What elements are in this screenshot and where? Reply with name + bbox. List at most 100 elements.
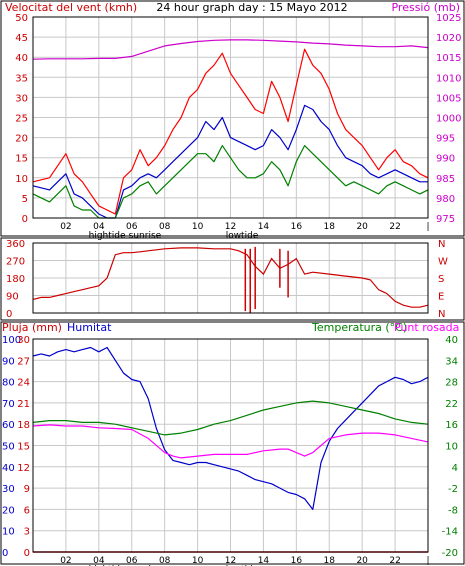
- direction-tick-label: 0: [6, 309, 12, 320]
- temperature-tick-label: 10: [445, 442, 458, 453]
- humidity-tick-label: 60: [2, 420, 15, 431]
- temperature-tick-label: 4: [452, 463, 458, 474]
- rain-tick-label: 30: [17, 335, 30, 346]
- humidity-tick-label: 90: [2, 356, 15, 367]
- x-tick-label: 14: [258, 556, 270, 566]
- rain-tick-label: 24: [17, 378, 30, 389]
- dewpoint-label: Punt rosada: [394, 321, 459, 334]
- x-tick-label: 22: [389, 556, 400, 566]
- wind-y-tick-label: 30: [15, 93, 28, 104]
- pressure-ticks: 975 980 985 990 995 1000 1005 1010 1015 1020 1025: [436, 13, 461, 225]
- wind-y-tick-label: 50: [15, 13, 28, 24]
- climate-panel-frame: [0, 321, 465, 565]
- x-tick-label: 04: [93, 556, 105, 566]
- temperature-tick-label: -2: [448, 484, 458, 495]
- temperature-tick-label: -14: [442, 527, 458, 538]
- compass-label: W: [438, 257, 448, 268]
- temperature-ticks: -20 -14 -8 -2 4 10 16 22 28 34 40: [442, 335, 458, 559]
- humidity-tick-label: 0: [2, 548, 8, 559]
- rain-tick-label: 9: [24, 484, 30, 495]
- direction-tick-label: 90: [6, 292, 19, 303]
- rain-label: Pluja (mm): [2, 321, 62, 334]
- wind-y-tick-label: 0: [22, 214, 28, 225]
- rain-ticks: 0 3 6 9 12 15 18 21 24 27 30: [17, 335, 30, 559]
- pressure-tick-label: 1000: [436, 114, 461, 125]
- x-tick-label: 10: [192, 222, 204, 232]
- wind-ylabel: Velocitat del vent (kmh): [5, 1, 137, 14]
- direction-series: [32, 246, 429, 313]
- temperature-tick-label: -8: [448, 505, 458, 516]
- pressure-ylabel: Pressió (mb): [391, 1, 460, 14]
- temperature-tick-label: 28: [445, 378, 458, 389]
- pressure-tick-label: 1005: [436, 93, 461, 104]
- rain-tick-label: 6: [24, 505, 30, 516]
- direction-tick-label: 270: [6, 257, 25, 268]
- wind-y-tick-label: 15: [15, 154, 28, 165]
- direction-panel-frame: [0, 237, 465, 321]
- temperature-tick-label: -20: [442, 548, 458, 559]
- x-tick-label: 20: [356, 556, 368, 566]
- wind-y-tick-label: 5: [22, 194, 28, 205]
- temperature-tick-label: 22: [445, 399, 458, 410]
- x-tick-label: 04: [93, 222, 105, 232]
- pressure-tick-label: 980: [436, 194, 455, 205]
- wind-y-tick-label: 20: [15, 134, 28, 145]
- rain-tick-label: 18: [17, 420, 30, 431]
- pressure-tick-label: 1025: [436, 13, 461, 24]
- temperature-tick-label: 34: [445, 356, 458, 367]
- direction-tick-label: 180: [6, 274, 25, 285]
- pressure-tick-label: 990: [436, 154, 455, 165]
- direction-degree-ticks: 0 90 180 270 360: [6, 239, 25, 320]
- pressure-tick-label: 975: [436, 214, 455, 225]
- temperature-label: Temperatura (°C): [311, 321, 407, 334]
- compass-label: N: [438, 239, 445, 250]
- wind-plot-area: [32, 16, 429, 219]
- x-tick-label: 16: [291, 556, 303, 566]
- wind-y-tick-label: 10: [15, 174, 28, 185]
- wind-left-ticks: 0 5 10 15 20 25 30 35 40 45 50: [15, 13, 28, 225]
- event-label-sunrise: sunrise: [129, 231, 162, 241]
- x-tick-label: 08: [159, 222, 171, 232]
- rain-tick-label: 3: [24, 527, 30, 538]
- pressure-tick-label: 1015: [436, 53, 461, 64]
- x-tick-label: 20: [356, 222, 368, 232]
- humidity-tick-label: 50: [2, 442, 15, 453]
- x-tick-label: 02: [60, 222, 71, 232]
- wind-y-tick-label: 35: [15, 73, 28, 84]
- humidity-tick-label: 40: [2, 463, 15, 474]
- humidity-ticks: 0 10 20 30 40 50 60 70 80 90 100: [2, 335, 21, 559]
- pressure-tick-label: 985: [436, 174, 455, 185]
- x-tick-label: 12: [225, 556, 236, 566]
- pressure-tick-label: 1010: [436, 73, 461, 84]
- rain-tick-label: 12: [17, 463, 30, 474]
- chart-title: 24 hour graph day : 15 Mayo 2012: [156, 1, 347, 14]
- direction-tick-label: 360: [6, 239, 25, 250]
- pressure-tick-label: 995: [436, 134, 455, 145]
- x-tick-label: 02: [60, 556, 71, 566]
- wind-panel-frame: [0, 0, 465, 237]
- x-tick-label: |: [426, 556, 429, 566]
- series-line-direction: [32, 247, 429, 308]
- rain-tick-label: 15: [17, 442, 30, 453]
- wind-y-tick-label: 40: [15, 53, 28, 64]
- series-line-punt-rosada: [32, 424, 429, 459]
- event-label-lowtide: lowtide: [226, 231, 259, 241]
- x-tick-label: 16: [291, 222, 303, 232]
- x-tick-label: 10: [192, 556, 204, 566]
- compass-label: N: [438, 309, 445, 320]
- series-line-temperatura: [32, 400, 429, 436]
- x-tick-label: 06: [126, 222, 138, 232]
- wind-panel: Velocitat del vent (kmh) 24 hour graph d…: [0, 0, 465, 241]
- climate-panel: Pluja (mm) Humitat Temperatura (°C) Punt…: [0, 321, 465, 566]
- climate-x-ticks: 02 04 06 08 10 12 14 16 18 20 22 |: [60, 556, 429, 566]
- x-tick-label: |: [426, 222, 429, 232]
- event-label-hightide: hightide: [89, 231, 126, 241]
- wind-y-tick-label: 25: [15, 114, 28, 125]
- temperature-tick-label: 16: [445, 420, 458, 431]
- x-tick-label: 06: [126, 556, 138, 566]
- wind-x-ticks: 02 04 06 08 10 12 14 16 18 20 22 |: [60, 222, 429, 232]
- pressure-tick-label: 1020: [436, 33, 461, 44]
